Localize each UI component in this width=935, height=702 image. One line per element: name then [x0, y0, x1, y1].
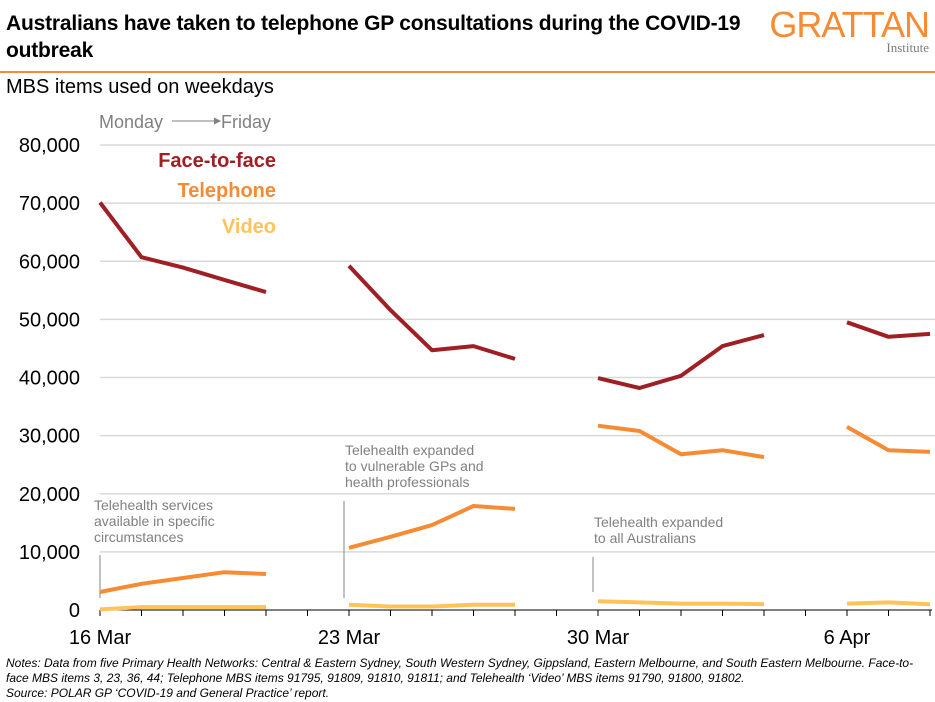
source-text: Source: POLAR GP ‘COVID-19 and General P…: [6, 686, 330, 700]
chart-title: Australians have taken to telephone GP c…: [6, 12, 741, 62]
annotation-text: to vulnerable GPs and: [345, 458, 484, 474]
x-tick-label: 6 Apr: [824, 627, 871, 649]
chart-notes: Notes: Data from five Primary Health Net…: [6, 656, 931, 701]
legend-label-face-to-face: Face-to-face: [158, 150, 276, 172]
series-face-to-face-week-4: [846, 320, 931, 339]
grattan-logo: GRATTAN Institute: [769, 4, 930, 56]
day-hint-to: Friday: [221, 112, 271, 132]
series-telephone-week-2: [348, 504, 516, 550]
y-tick-label: 0: [69, 600, 80, 622]
annotation-text: Telehealth services: [94, 497, 213, 513]
series-video-week-2: [348, 602, 515, 609]
legend-label-video: Video: [222, 216, 276, 238]
y-tick-label: 30,000: [19, 426, 80, 448]
x-tick-label: 16 Mar: [69, 627, 132, 649]
annotation-text: to all Australians: [594, 530, 696, 546]
y-tick-label: 60,000: [19, 251, 80, 273]
series-face-to-face-week-3: [597, 333, 765, 390]
day-hint-from: Monday: [99, 112, 163, 132]
arrow-head-icon: [214, 117, 221, 125]
series-face-to-face-week-2: [347, 264, 516, 361]
x-tick-label: 23 Mar: [318, 627, 381, 649]
annotation-text: Telehealth expanded: [594, 514, 723, 530]
annotation-text: Telehealth expanded: [345, 442, 474, 458]
y-tick-label: 20,000: [19, 484, 80, 506]
series-telephone-week-3: [597, 423, 765, 460]
series-video-week-3: [597, 599, 765, 607]
y-tick-label: 50,000: [19, 309, 80, 331]
logo-subtext: Institute: [886, 40, 929, 55]
series-telephone-week-1: [99, 570, 267, 594]
y-tick-label: 70,000: [19, 193, 80, 215]
y-tick-label: 10,000: [19, 542, 80, 564]
series-video-week-4: [846, 600, 931, 607]
annotation-text: available in specific: [94, 513, 215, 529]
y-tick-label: 40,000: [19, 368, 80, 390]
legend-label-telephone: Telephone: [177, 180, 276, 202]
header-divider: [0, 71, 935, 73]
annotation-text: circumstances: [94, 529, 183, 545]
annotation-text: health professionals: [345, 474, 470, 490]
y-tick-label: 80,000: [19, 135, 80, 157]
logo-wordmark: GRATTAN: [769, 4, 930, 45]
series-telephone-week-4: [846, 425, 931, 454]
x-tick-label: 30 Mar: [567, 627, 630, 649]
chart-subtitle: MBS items used on weekdays: [6, 76, 274, 98]
series-video-week-1: [99, 605, 266, 612]
notes-text: Notes: Data from five Primary Health Net…: [6, 656, 914, 685]
